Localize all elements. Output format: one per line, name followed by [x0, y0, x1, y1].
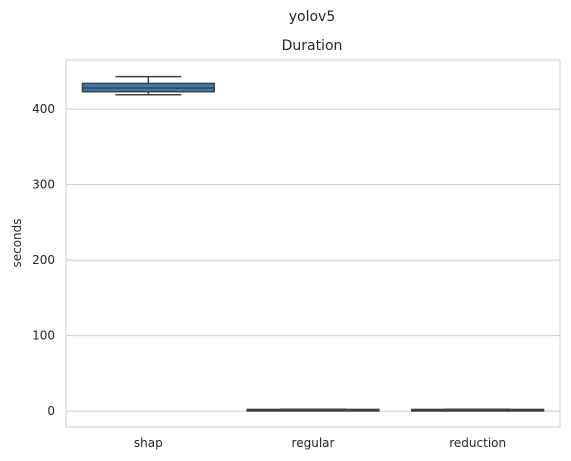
- grid-lines: [66, 108, 560, 412]
- box-plots: [81, 75, 545, 412]
- y-tick-label: 100: [32, 329, 55, 343]
- box-regular: [246, 408, 380, 412]
- y-ticks: 0 100 200 300 400: [32, 102, 55, 418]
- box-reduction: [411, 408, 545, 412]
- y-tick-label: 0: [47, 404, 55, 418]
- x-tick-label: regular: [292, 436, 335, 450]
- y-tick-label: 200: [32, 253, 55, 267]
- x-ticks: shap regular reduction: [134, 436, 506, 450]
- y-axis-label: seconds: [10, 218, 24, 267]
- box-shap: [81, 75, 215, 96]
- chart-title: Duration: [282, 38, 343, 54]
- chart-suptitle: yolov5: [289, 9, 336, 25]
- plot-frame: [65, 59, 561, 428]
- x-tick-label: reduction: [449, 436, 506, 450]
- y-tick-label: 300: [32, 178, 55, 192]
- y-tick-label: 400: [32, 102, 55, 116]
- x-tick-label: shap: [134, 436, 163, 450]
